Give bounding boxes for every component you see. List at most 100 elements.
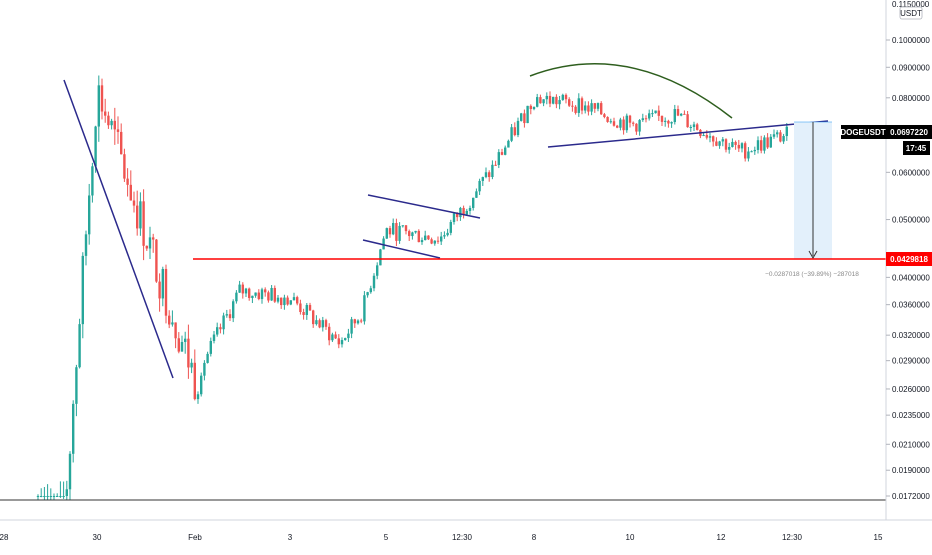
time-tick-label: 15 xyxy=(874,533,883,542)
candle-body xyxy=(241,284,244,294)
candle-body xyxy=(488,172,491,178)
candle-body xyxy=(740,143,744,149)
candle-body xyxy=(411,232,414,237)
candle-body xyxy=(510,127,513,141)
price-tick-label: 0.0500000 xyxy=(892,216,930,225)
candle-body xyxy=(449,222,452,233)
candle-body xyxy=(468,207,472,211)
candle-body xyxy=(116,129,120,132)
time-tick-label: Feb xyxy=(188,533,202,542)
candle-body xyxy=(334,334,337,339)
candle-body xyxy=(753,149,756,152)
candle-body xyxy=(283,297,286,306)
price-tick-label: 0.0260000 xyxy=(892,385,930,394)
rounding-top-arc[interactable] xyxy=(529,63,733,119)
candle-body xyxy=(660,115,664,122)
candle-body xyxy=(766,137,769,148)
support-price-label: 0.0429818 xyxy=(890,255,928,264)
last-price-badge xyxy=(886,125,932,139)
candle-body xyxy=(139,201,142,229)
candle-body xyxy=(712,136,715,142)
candle-body xyxy=(107,115,110,126)
candle-body xyxy=(638,120,641,132)
time-axis[interactable]: 28 30 Feb 3 5 12:30 8 10 12 12:30 15 xyxy=(0,519,932,542)
channel-upper-line[interactable] xyxy=(367,194,481,219)
candle-body xyxy=(494,164,497,166)
candle-body xyxy=(43,496,46,497)
candle-body xyxy=(148,237,152,249)
candle-body xyxy=(296,297,299,304)
candle-body xyxy=(654,110,657,114)
candle-body xyxy=(673,109,676,123)
candle-body xyxy=(507,140,510,148)
descending-trendline[interactable] xyxy=(63,79,174,379)
candle-body xyxy=(436,240,440,242)
candle-body xyxy=(292,297,296,301)
candle-body xyxy=(692,124,696,127)
candle-body xyxy=(164,268,168,316)
candle-body xyxy=(372,275,376,289)
plot-background[interactable] xyxy=(0,0,886,520)
candle-body xyxy=(155,239,158,282)
candle-body xyxy=(635,123,638,132)
candle-body xyxy=(420,240,424,243)
candle-body xyxy=(97,85,100,127)
candle-body xyxy=(360,320,363,322)
candle-body xyxy=(187,338,190,368)
candle-body xyxy=(344,338,347,341)
candle-body xyxy=(318,320,321,328)
candle-body xyxy=(91,166,94,196)
candle-body xyxy=(478,180,481,192)
candle-body xyxy=(369,288,372,293)
candle-body xyxy=(737,144,740,149)
candle-body xyxy=(513,127,516,136)
candle-body xyxy=(721,139,724,142)
countdown-label: 17:45 xyxy=(906,144,927,153)
candle-body xyxy=(696,124,699,130)
currency-badge[interactable] xyxy=(899,6,923,20)
candle-body xyxy=(398,225,401,241)
candle-body xyxy=(350,319,353,334)
candle-body xyxy=(542,99,545,104)
candle-body xyxy=(452,213,456,223)
candle-body xyxy=(641,118,644,121)
candle-body xyxy=(756,140,760,150)
candle-body xyxy=(299,303,302,313)
candle-body xyxy=(104,111,107,116)
candle-body xyxy=(286,297,289,305)
neckline[interactable] xyxy=(547,120,829,148)
candle-body xyxy=(177,338,180,352)
price-axis[interactable]: 0.1150000 0.1000000 0.0900000 0.0800000 0.0… xyxy=(885,0,930,520)
candle-body xyxy=(145,245,148,249)
candle-body xyxy=(158,281,161,299)
candle-body xyxy=(75,367,78,404)
candle-body xyxy=(596,103,600,109)
candle-body xyxy=(580,98,584,111)
channel-lower-line[interactable] xyxy=(362,239,441,259)
candle-body xyxy=(222,315,225,330)
candle-body xyxy=(443,235,446,237)
candle-body xyxy=(433,240,436,244)
candle-body xyxy=(193,362,196,400)
candle-body xyxy=(59,496,62,497)
candle-body xyxy=(516,120,520,136)
candle-body xyxy=(273,287,276,302)
candle-body xyxy=(724,139,728,150)
candle-body xyxy=(388,228,392,235)
candle-body xyxy=(174,322,177,339)
candle-body xyxy=(625,115,628,131)
candle-body xyxy=(52,496,56,497)
candle-body xyxy=(94,126,97,167)
candle-body xyxy=(78,324,81,368)
candle-body xyxy=(356,320,360,324)
candle-body xyxy=(100,85,104,112)
candle-body xyxy=(465,210,468,215)
candle-body xyxy=(81,255,84,325)
symbol-label-box xyxy=(841,125,886,139)
candle-body xyxy=(548,95,552,104)
price-tick-label: 0.0172000 xyxy=(892,492,930,501)
candle-body xyxy=(526,105,529,124)
candle-body xyxy=(235,292,238,302)
